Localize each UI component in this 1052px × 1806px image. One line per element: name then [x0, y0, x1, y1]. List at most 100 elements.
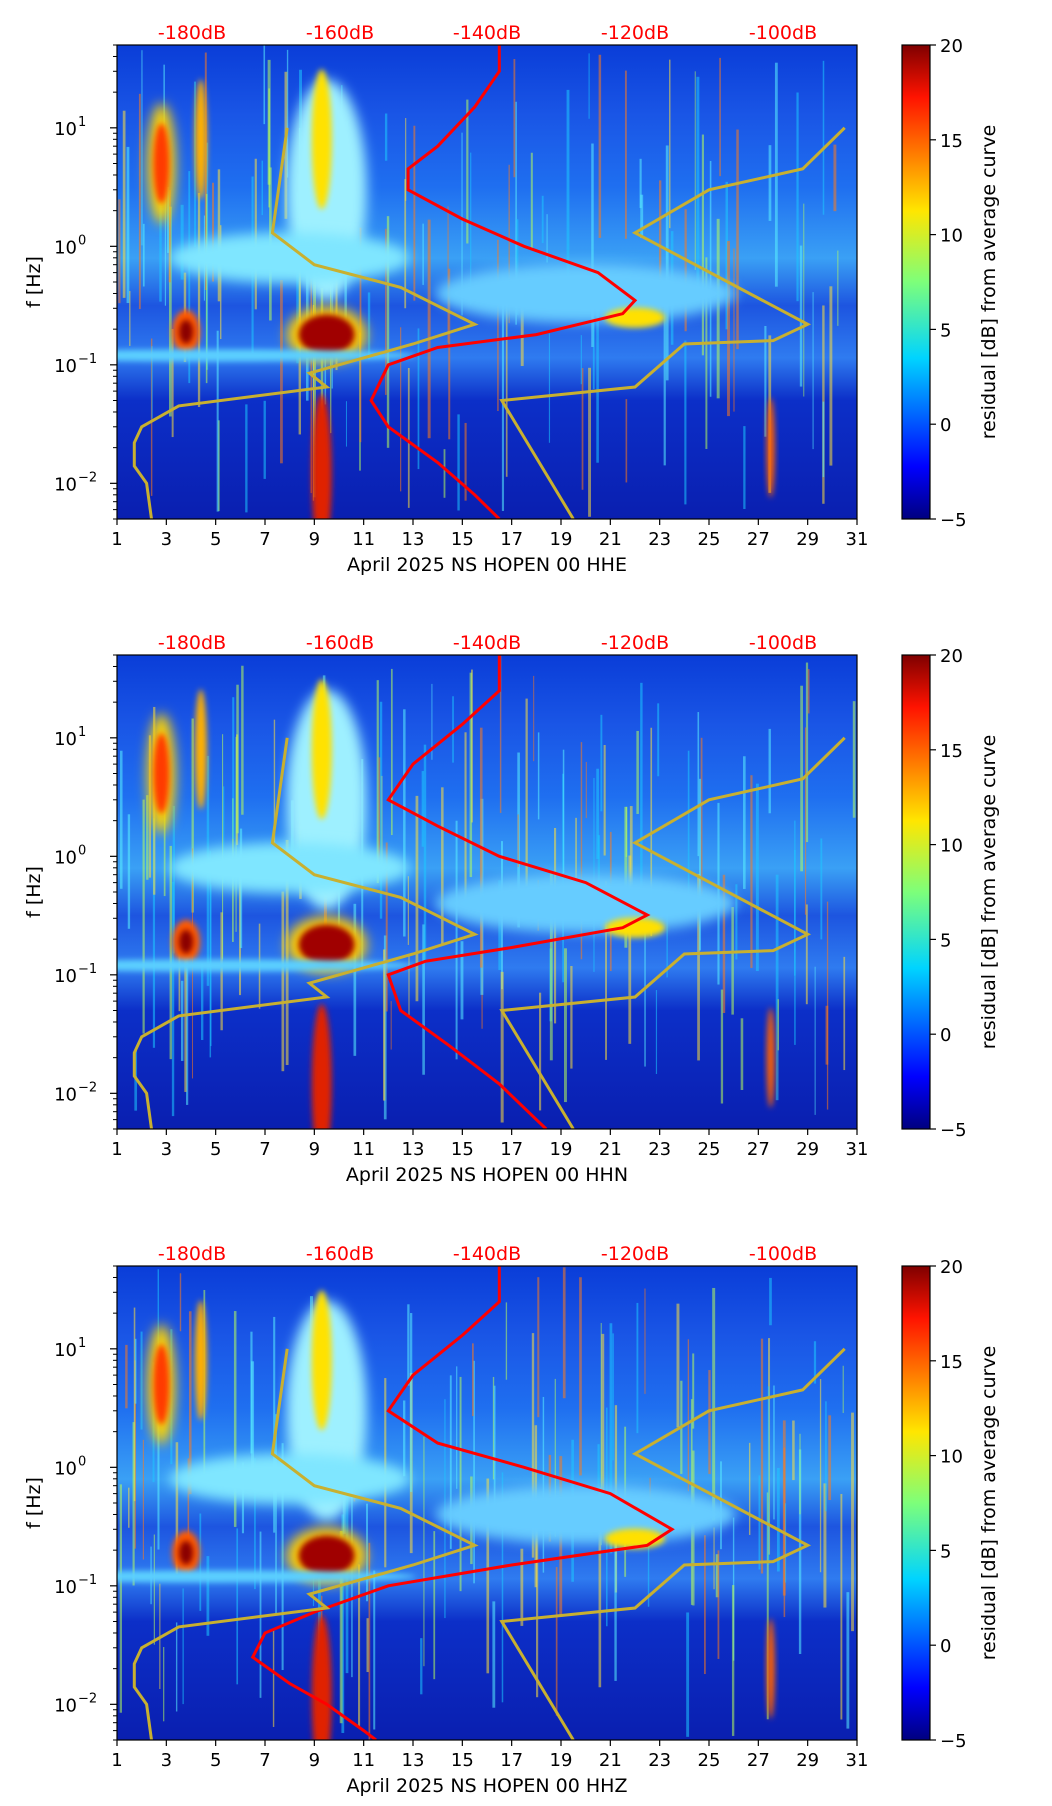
- x-tick-label: 13: [402, 1750, 425, 1771]
- x-tick-label: 25: [698, 1139, 721, 1160]
- y-tick-exponent: −1: [78, 962, 97, 977]
- colorbar-label: residual [dB] from average curve: [978, 735, 1000, 1050]
- top-db-label: -120dB: [601, 1243, 669, 1265]
- colorbar-tick-label: 10: [940, 1447, 963, 1468]
- x-tick-label: 1: [111, 1139, 122, 1160]
- x-tick-label: 15: [451, 529, 474, 550]
- x-tick-label: 19: [550, 529, 573, 550]
- colorbar-tick-label: 20: [940, 1257, 963, 1278]
- top-db-label: -100dB: [749, 1243, 817, 1265]
- x-tick-label: 25: [698, 1750, 721, 1771]
- x-tick-label: 11: [352, 1139, 375, 1160]
- colorbar-tick-label: −5: [940, 1731, 967, 1752]
- colorbar: [901, 44, 931, 520]
- y-tick-exponent: −2: [78, 1080, 97, 1095]
- x-tick-label: 31: [846, 1750, 869, 1771]
- x-tick-label: 7: [259, 1750, 270, 1771]
- y-tick-label: 10: [54, 966, 77, 987]
- colorbar-label: residual [dB] from average curve: [978, 1346, 1000, 1661]
- top-db-label: -140dB: [453, 1243, 521, 1265]
- x-tick-label: 27: [747, 1750, 770, 1771]
- y-tick-label: 10: [54, 356, 77, 377]
- y-tick-exponent: −1: [78, 1573, 97, 1588]
- average-curve: [386, 655, 651, 1129]
- colorbar-tick-label: 15: [940, 131, 963, 152]
- y-axis-label: f [Hz]: [23, 1477, 45, 1529]
- x-tick-label: 3: [161, 529, 172, 550]
- x-tick-label: 27: [747, 1139, 770, 1160]
- colorbar-tick-label: 0: [940, 1636, 951, 1657]
- x-tick-label: 5: [210, 1750, 221, 1771]
- x-tick-label: 23: [648, 1750, 671, 1771]
- y-tick-label: 10: [54, 1340, 77, 1361]
- x-tick-label: 23: [648, 529, 671, 550]
- x-tick-label: 13: [402, 1139, 425, 1160]
- y-tick-exponent: −1: [78, 352, 97, 367]
- x-tick-label: 13: [402, 529, 425, 550]
- x-tick-label: 19: [550, 1750, 573, 1771]
- top-db-label: -160dB: [306, 1243, 374, 1265]
- x-tick-label: 23: [648, 1139, 671, 1160]
- x-tick-label: 17: [500, 529, 523, 550]
- x-tick-label: 17: [500, 1139, 523, 1160]
- x-tick-label: 25: [698, 529, 721, 550]
- y-tick-exponent: 0: [78, 843, 86, 858]
- x-tick-label: 7: [259, 529, 270, 550]
- colorbar-tick-label: −5: [940, 510, 967, 531]
- heatmap-image: [117, 45, 857, 519]
- noise-model-curve-1: [132, 737, 479, 1129]
- top-db-label: -100dB: [749, 632, 817, 654]
- y-tick-exponent: 1: [78, 115, 86, 130]
- y-tick-exponent: −2: [78, 1691, 97, 1706]
- top-db-label: -180dB: [158, 22, 226, 44]
- x-tick-label: 1: [111, 1750, 122, 1771]
- colorbar-tick-label: 5: [940, 1541, 951, 1562]
- x-tick-label: 7: [259, 1139, 270, 1160]
- y-tick-label: 10: [54, 1577, 77, 1598]
- y-tick-label: 10: [54, 729, 77, 750]
- y-tick-exponent: 0: [78, 1454, 86, 1469]
- x-tick-label: 21: [599, 1750, 622, 1771]
- x-tick-label: 5: [210, 1139, 221, 1160]
- top-db-label: -180dB: [158, 632, 226, 654]
- x-tick-label: 15: [451, 1139, 474, 1160]
- colorbar-tick-label: 20: [940, 36, 963, 57]
- x-axis-label: April 2025 NS HOPEN 00 HHE: [347, 554, 627, 576]
- x-axis-label: April 2025 NS HOPEN 00 HHZ: [347, 1775, 628, 1797]
- colorbar: [901, 1265, 931, 1741]
- colorbar-tick-label: 5: [940, 320, 951, 341]
- x-tick-label: 29: [796, 1750, 819, 1771]
- y-axis-label: f [Hz]: [23, 256, 45, 308]
- colorbar-tick-label: 5: [940, 930, 951, 951]
- x-tick-label: 31: [846, 1139, 869, 1160]
- x-tick-label: 29: [796, 529, 819, 550]
- top-db-label: -100dB: [749, 22, 817, 44]
- y-tick-label: 10: [54, 1084, 77, 1105]
- colorbar-tick-label: −5: [940, 1120, 967, 1141]
- colorbar-tick-label: 0: [940, 1025, 951, 1046]
- x-tick-label: 21: [599, 1139, 622, 1160]
- y-tick-label: 10: [54, 1695, 77, 1716]
- x-tick-label: 11: [352, 529, 375, 550]
- x-tick-label: 15: [451, 1750, 474, 1771]
- colorbar-tick-label: 10: [940, 836, 963, 857]
- y-tick-exponent: 1: [78, 725, 86, 740]
- x-tick-label: 1: [111, 529, 122, 550]
- x-tick-label: 27: [747, 529, 770, 550]
- x-tick-label: 9: [309, 529, 320, 550]
- y-tick-label: 10: [54, 847, 77, 868]
- y-tick-label: 10: [54, 1458, 77, 1479]
- x-tick-label: 3: [161, 1139, 172, 1160]
- y-axis-label: f [Hz]: [23, 866, 45, 918]
- heatmap-image: [117, 1266, 857, 1740]
- y-tick-label: 10: [54, 119, 77, 140]
- noise-model-curve-2: [499, 1347, 846, 1740]
- colorbar-tick-label: 15: [940, 1352, 963, 1373]
- x-tick-label: 9: [309, 1750, 320, 1771]
- top-db-label: -120dB: [601, 22, 669, 44]
- top-db-label: -160dB: [306, 632, 374, 654]
- x-tick-label: 21: [599, 529, 622, 550]
